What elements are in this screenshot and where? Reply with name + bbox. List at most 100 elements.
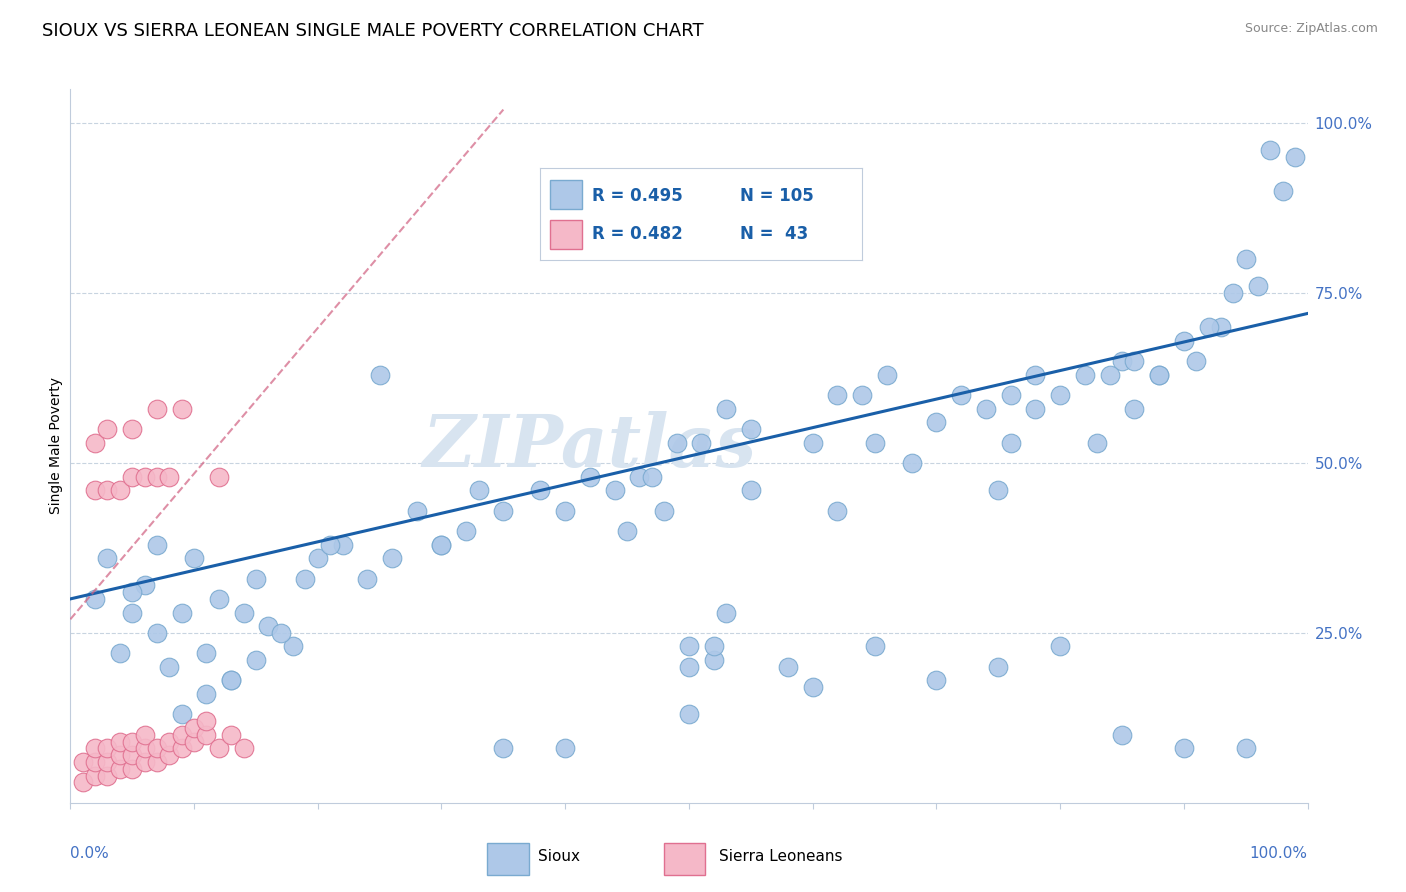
Point <box>801 680 824 694</box>
Point <box>108 762 131 776</box>
Point <box>121 606 143 620</box>
Point <box>146 741 169 756</box>
Point <box>157 469 180 483</box>
Point <box>219 673 242 688</box>
Point <box>146 537 169 551</box>
Point <box>1185 354 1208 368</box>
Point <box>72 755 94 769</box>
Point <box>121 585 143 599</box>
Point <box>294 572 316 586</box>
Point <box>170 707 193 722</box>
Point <box>134 728 156 742</box>
Point <box>1222 286 1244 301</box>
Point <box>529 483 551 498</box>
Point <box>195 646 218 660</box>
Point <box>703 640 725 654</box>
Point <box>281 640 304 654</box>
Text: R = 0.495: R = 0.495 <box>592 186 683 204</box>
Point <box>579 469 602 483</box>
Point <box>134 741 156 756</box>
Point <box>170 606 193 620</box>
Point <box>1085 435 1108 450</box>
Point <box>467 483 489 498</box>
Point <box>84 435 107 450</box>
Point <box>740 483 762 498</box>
Point <box>603 483 626 498</box>
Point <box>1111 354 1133 368</box>
Text: Sierra Leoneans: Sierra Leoneans <box>720 849 842 863</box>
Point <box>84 769 107 783</box>
Point <box>96 769 118 783</box>
Point <box>195 728 218 742</box>
Point <box>108 646 131 660</box>
Point <box>96 422 118 436</box>
Point <box>1247 279 1270 293</box>
Point <box>652 503 675 517</box>
Point <box>616 524 638 538</box>
Point <box>863 435 886 450</box>
FancyBboxPatch shape <box>664 843 706 875</box>
Point <box>146 469 169 483</box>
Point <box>714 606 737 620</box>
Point <box>430 537 453 551</box>
Point <box>270 626 292 640</box>
Point <box>1123 401 1146 416</box>
Point <box>1209 320 1232 334</box>
Point <box>987 660 1010 674</box>
Point <box>183 551 205 566</box>
Point <box>332 537 354 551</box>
Point <box>121 422 143 436</box>
Point <box>146 626 169 640</box>
Text: 100.0%: 100.0% <box>1250 846 1308 861</box>
Point <box>319 537 342 551</box>
Point <box>170 728 193 742</box>
Point <box>1260 144 1282 158</box>
Point <box>900 456 922 470</box>
Text: Sioux: Sioux <box>538 849 581 863</box>
Point <box>208 741 231 756</box>
Point <box>925 673 948 688</box>
Point <box>108 734 131 748</box>
Point <box>183 721 205 735</box>
Point <box>1234 741 1257 756</box>
Text: R = 0.482: R = 0.482 <box>592 226 683 244</box>
Point <box>134 578 156 592</box>
Point <box>665 435 688 450</box>
Point <box>121 748 143 763</box>
Point <box>827 503 849 517</box>
Point <box>1098 368 1121 382</box>
Point <box>381 551 404 566</box>
Point <box>208 591 231 606</box>
Point <box>219 673 242 688</box>
FancyBboxPatch shape <box>550 219 582 250</box>
Point <box>851 388 873 402</box>
Text: ZIPatlas: ZIPatlas <box>423 410 756 482</box>
Point <box>84 755 107 769</box>
Point <box>1271 184 1294 198</box>
Point <box>1123 354 1146 368</box>
Point <box>1024 368 1046 382</box>
Point <box>714 401 737 416</box>
Point <box>96 483 118 498</box>
Point <box>84 483 107 498</box>
Text: 0.0%: 0.0% <box>70 846 110 861</box>
Point <box>245 653 267 667</box>
Point <box>1111 728 1133 742</box>
Point <box>96 741 118 756</box>
Point <box>430 537 453 551</box>
Point <box>554 503 576 517</box>
Point <box>863 640 886 654</box>
Point <box>1000 435 1022 450</box>
Point <box>157 734 180 748</box>
Point <box>405 503 427 517</box>
Point <box>1147 368 1170 382</box>
Point <box>146 401 169 416</box>
Point <box>1198 320 1220 334</box>
Point <box>1173 334 1195 348</box>
Text: SIOUX VS SIERRA LEONEAN SINGLE MALE POVERTY CORRELATION CHART: SIOUX VS SIERRA LEONEAN SINGLE MALE POVE… <box>42 22 704 40</box>
Point <box>1284 150 1306 164</box>
Point <box>232 741 254 756</box>
Point <box>232 606 254 620</box>
Point <box>678 660 700 674</box>
Point <box>195 714 218 729</box>
